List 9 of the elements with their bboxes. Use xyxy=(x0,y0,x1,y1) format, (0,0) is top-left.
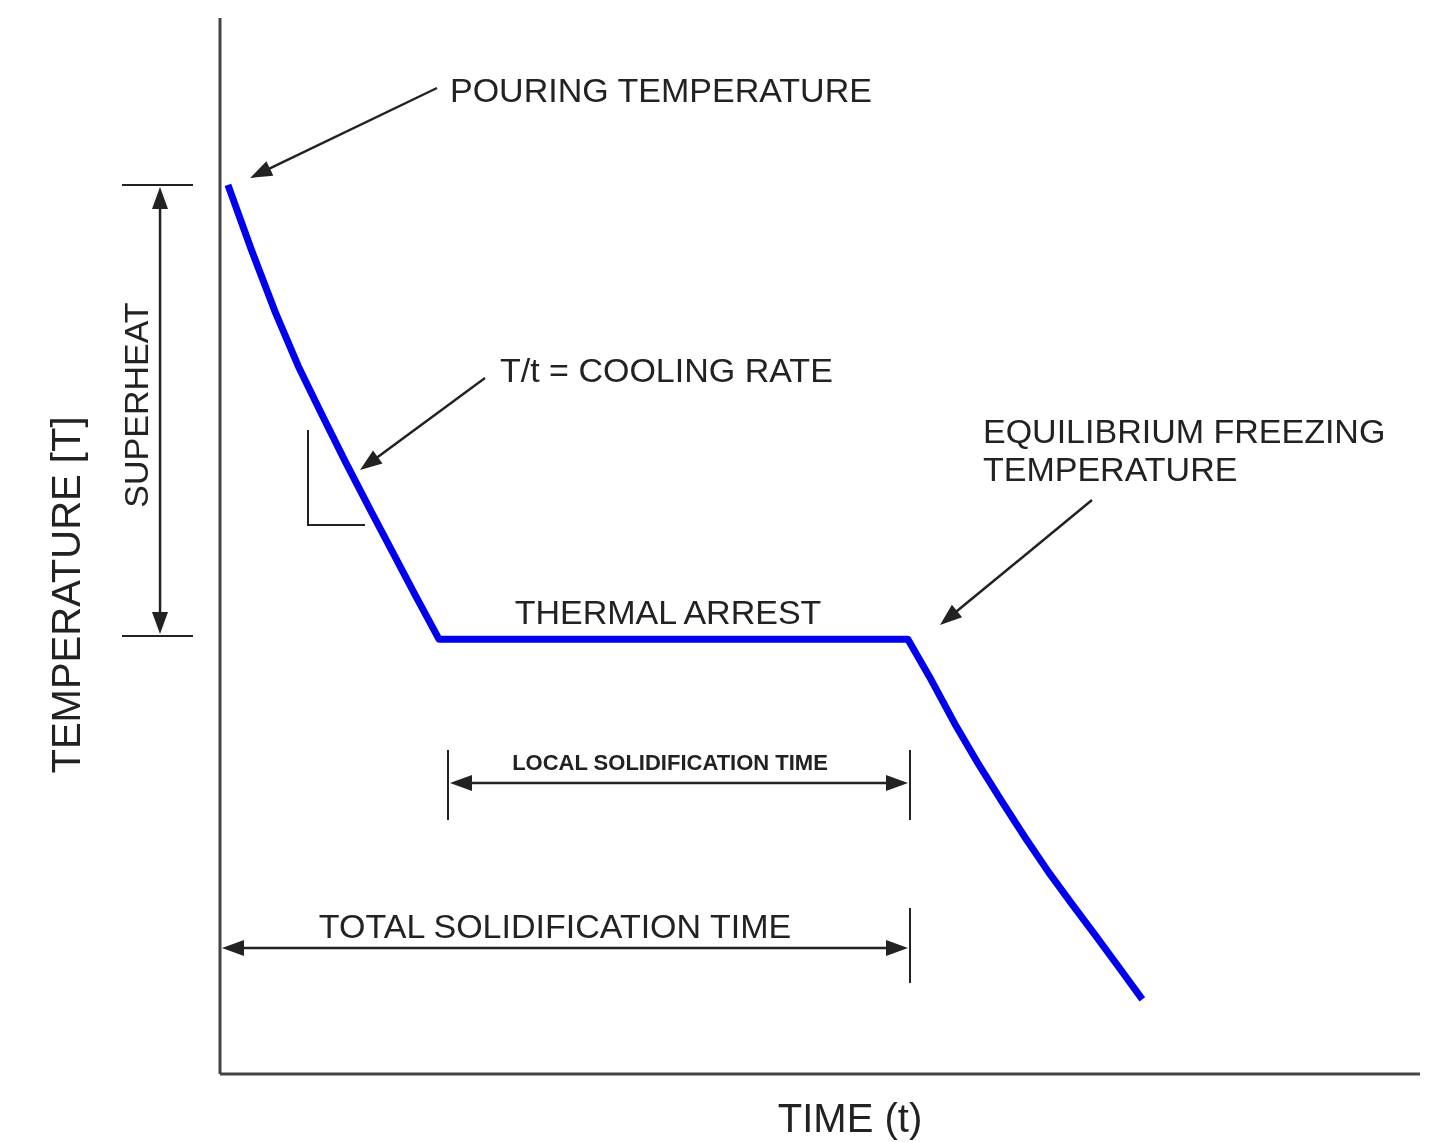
annotation: T/t = COOLING RATE xyxy=(500,351,833,389)
annotation: EQUILIBRIUM FREEZING TEMPERATURE xyxy=(983,412,1386,488)
text: POURING TEMPERATURE xyxy=(450,71,872,109)
annotation: THERMAL ARREST xyxy=(514,593,822,631)
text: SUPERHEAT xyxy=(117,302,155,508)
x-axis-title: TIME (t) xyxy=(777,1096,923,1140)
annotation: TOTAL SOLIDIFICATION TIME xyxy=(318,907,792,945)
y-axis-title: TEMPERATURE [T] xyxy=(44,416,88,774)
annotation: LOCAL SOLIDIFICATION TIME xyxy=(512,750,828,775)
